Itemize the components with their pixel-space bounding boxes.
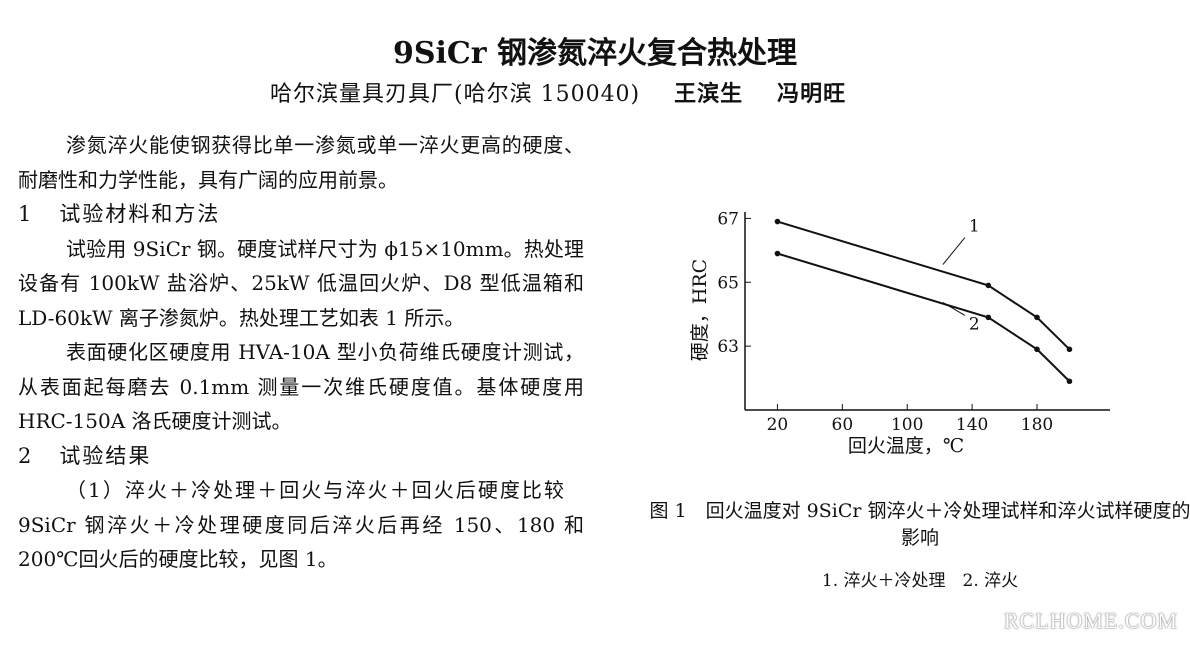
caption-legend: 1. 淬火＋冷处理 2. 淬火	[640, 566, 1190, 591]
data-point	[1066, 346, 1073, 353]
data-point	[1066, 378, 1073, 385]
series-label: 1	[969, 217, 980, 237]
section-number: 1	[18, 202, 34, 226]
data-point	[774, 250, 781, 257]
affiliation-line: 哈尔滨量具刃具厂(哈尔滨 150040) 王滨生 冯明旺	[270, 76, 846, 108]
x-axis-label: 回火温度，℃	[848, 435, 964, 457]
x-tick-label: 180	[1021, 415, 1053, 435]
section-heading: 2 试验结果	[18, 439, 584, 474]
legend-entry: 1. 淬火＋冷处理	[821, 571, 946, 591]
x-tick-label: 20	[767, 415, 789, 435]
column: 渗氮淬火能使钢获得比单一渗氮或单一淬火更高的硬度、耐磨性和力学性能，具有广阔的应…	[18, 128, 584, 577]
data-point	[1034, 346, 1040, 353]
author: 冯明旺	[777, 81, 847, 107]
series-line	[777, 252, 1071, 382]
legend-entry: 2. 淬火	[962, 571, 1019, 591]
series-leader	[942, 237, 966, 265]
section-title: 试验材料和方法	[59, 202, 221, 226]
caption-text: 回火温度对 9SiCr 钢淬火＋冷处理试样和淬火试样硬度的影响	[705, 500, 1190, 549]
paragraph: 表面硬化区硬度用 HVA-10A 型小负荷维氏硬度计测试，从表面起每磨去 0.1…	[18, 340, 584, 433]
data-point	[985, 314, 992, 321]
paragraph: 渗氮淬火能使钢获得比单一渗氮或单一淬火更高的硬度、耐磨性和力学性能，具有广阔的应…	[18, 133, 584, 192]
title: 9SiCr 钢渗氮淬火复合热处理	[392, 36, 798, 71]
section-heading: 1 试验材料和方法	[18, 197, 584, 232]
figure-chart: 回火温度，℃ 硬度，HRC 63 65 67 20 60 100 140 180 1 2	[689, 209, 1110, 457]
series-line	[777, 220, 1071, 351]
y-tick-label: 65	[717, 273, 739, 293]
run-in-heading: （1）淬火＋冷处理＋回火与淬火＋回火后硬度比较	[66, 478, 564, 502]
data-point	[774, 218, 781, 225]
data-point	[985, 282, 992, 289]
section-number: 2	[18, 443, 34, 468]
section-title: 试验结果	[59, 443, 152, 468]
x-tick-label: 140	[956, 415, 988, 435]
data-point	[1034, 314, 1040, 321]
x-tick-label: 60	[832, 415, 854, 435]
series-label: 2	[969, 314, 980, 334]
watermark: RCLHOME.COM	[1003, 608, 1178, 633]
affiliation: 哈尔滨量具刃具厂(哈尔滨 150040)	[270, 82, 641, 107]
paragraph-text: 9SiCr 钢淬火＋冷处理硬度同后淬火后再经 150、180 和 200℃回火后…	[18, 512, 584, 572]
caption: 图 1 回火温度对 9SiCr 钢淬火＋冷处理试样和淬火试样硬度的影响	[640, 496, 1190, 550]
paragraph: （1）淬火＋冷处理＋回火与淬火＋回火后硬度比较 9SiCr 钢淬火＋冷处理硬度同后…	[18, 473, 584, 577]
y-tick-label: 63	[717, 337, 739, 357]
y-axis-label: 硬度，HRC	[689, 259, 711, 361]
caption-number: 图 1	[649, 500, 687, 522]
series-leader	[942, 302, 966, 316]
author: 王滨生	[674, 81, 744, 107]
paragraph: 试验用 9SiCr 钢。硬度试样尺寸为 ϕ15×10mm。热处理设备有 100k…	[18, 236, 584, 330]
y-tick-label: 67	[717, 209, 739, 229]
x-tick-label: 100	[891, 415, 923, 435]
